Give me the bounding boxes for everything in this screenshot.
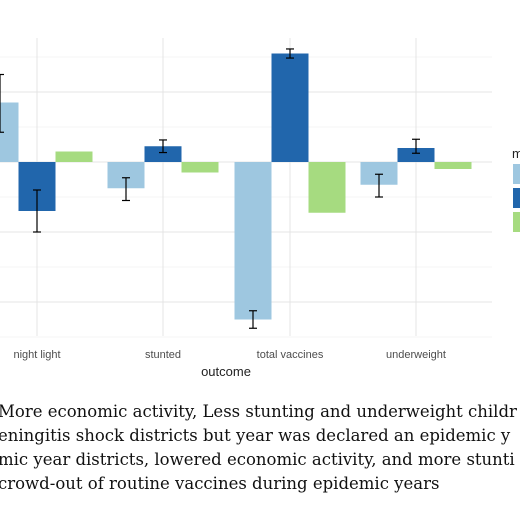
bar [55, 151, 93, 162]
x-tick-label: night light [13, 349, 60, 361]
bar [397, 148, 435, 162]
legend: m [512, 146, 520, 232]
caption-line: crowd-out of routine vaccines during epi… [0, 474, 440, 493]
bar [144, 146, 182, 162]
bar [308, 162, 346, 213]
x-tick-label: total vaccines [257, 349, 324, 361]
error-bar [249, 310, 257, 329]
x-tick-label: stunted [145, 349, 181, 361]
error-bar [122, 177, 130, 202]
legend-key [513, 164, 520, 184]
caption-line: eningitis shock districts but year was d… [0, 426, 511, 445]
bar [271, 53, 309, 162]
error-bar [159, 139, 167, 154]
figure-caption: More economic activity, Less stunting an… [0, 400, 520, 496]
legend-key [513, 188, 520, 208]
legend-key [513, 212, 520, 232]
legend-title: m [512, 146, 520, 161]
x-axis-title: outcome [201, 364, 251, 379]
error-bar [33, 189, 41, 233]
error-bar [286, 48, 294, 59]
bar [360, 162, 398, 185]
x-tick-labels: night light stunted total vaccines underwei… [13, 349, 446, 361]
bar [181, 162, 219, 173]
bar-chart: night light stunted total vaccines underwei… [0, 38, 520, 379]
bar [434, 162, 472, 169]
error-bar [375, 173, 383, 198]
error-bar [412, 138, 420, 154]
caption-line: More economic activity, Less stunting an… [0, 402, 517, 421]
x-tick-label: underweight [386, 349, 446, 361]
caption-line: mic year districts, lowered economic act… [0, 450, 515, 469]
bar [0, 102, 19, 162]
error-bar [0, 73, 4, 133]
error-bars [0, 48, 420, 329]
bars [0, 53, 472, 320]
bar [234, 162, 272, 320]
